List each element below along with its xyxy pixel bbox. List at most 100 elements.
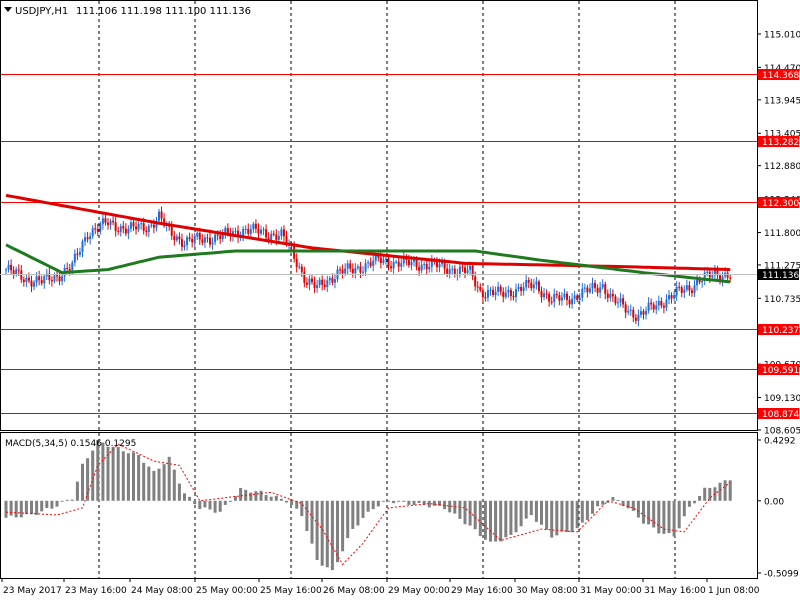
- macd-label: MACD(5,34,5) 0.1546 0.1295: [5, 439, 136, 449]
- macd-bar: [545, 500, 549, 530]
- candle-body: [280, 229, 283, 237]
- candle-body: [244, 228, 247, 230]
- candle-body: [372, 260, 375, 266]
- candle-body: [58, 276, 61, 282]
- macd-bar: [157, 468, 161, 501]
- candle-body: [604, 284, 607, 294]
- macd-bar: [121, 451, 125, 501]
- candle-body: [634, 317, 637, 321]
- candle-body: [685, 285, 688, 290]
- macd-bar: [642, 500, 645, 524]
- macd-bar: [606, 500, 610, 503]
- candle-body: [474, 276, 477, 287]
- candle-body: [94, 228, 97, 230]
- macd-bar: [285, 500, 288, 503]
- candle-body: [35, 276, 38, 283]
- macd-bar: [677, 500, 681, 529]
- level-badge: [758, 136, 799, 147]
- macd-tick-label: -0.5099: [764, 570, 799, 580]
- macd-bar: [259, 490, 263, 501]
- candle-body: [515, 289, 517, 298]
- candle-body: [716, 270, 719, 276]
- level-badges: 114.368 113.282 112.300 110.237 109.591 108.8…: [758, 69, 799, 420]
- macd-panel-frame: [0, 432, 758, 579]
- candle-body: [308, 278, 311, 285]
- level-badge-label: 110.237: [762, 326, 799, 336]
- candle-body: [328, 278, 331, 281]
- macd-bar: [320, 500, 324, 566]
- ma-fast-line: [5, 193, 731, 272]
- candle-body: [86, 237, 89, 240]
- candle-body: [122, 226, 125, 229]
- candle-body: [573, 295, 576, 299]
- candle-body: [341, 269, 344, 274]
- candle-body: [713, 270, 716, 276]
- candle-body: [522, 287, 525, 291]
- price-tick-label: 115.010: [764, 31, 800, 41]
- macd-bar: [514, 500, 518, 533]
- candle-body: [683, 289, 686, 293]
- macd-bar: [499, 500, 503, 542]
- candle-body: [537, 281, 540, 292]
- candle-body: [27, 277, 30, 281]
- time-label: 31 May 00:00: [580, 586, 642, 596]
- candle-body: [430, 259, 433, 267]
- candle-body: [351, 268, 354, 274]
- candle-body: [249, 229, 252, 234]
- candle-body: [563, 293, 566, 298]
- level-badge-label: 112.300: [762, 199, 799, 209]
- candle-body: [247, 228, 250, 234]
- candle-body: [76, 253, 79, 255]
- candle-body: [451, 268, 454, 270]
- macd-bar: [239, 487, 243, 501]
- candle-body: [520, 286, 523, 291]
- macd-bar: [580, 500, 584, 523]
- candle-body: [413, 259, 415, 262]
- candle-body: [216, 234, 219, 236]
- candle-body: [316, 284, 319, 288]
- candle-body: [673, 295, 676, 299]
- macd-bar: [269, 496, 273, 501]
- dropdown-triangle-icon[interactable]: [4, 7, 12, 12]
- macd-bar: [295, 500, 299, 509]
- macd-bar: [667, 500, 671, 534]
- macd-bar: [463, 500, 467, 525]
- candle-body: [12, 270, 15, 274]
- candle-body: [73, 253, 76, 263]
- candle-body: [193, 236, 196, 243]
- candle-body: [448, 269, 451, 274]
- candle-body: [89, 236, 92, 240]
- macd-bar: [366, 500, 370, 512]
- price-tick-label: 114.470: [764, 64, 800, 74]
- candle-body: [379, 257, 382, 264]
- candle-body: [277, 236, 280, 240]
- macd-bar: [45, 500, 49, 508]
- macd-bar: [305, 500, 309, 532]
- macd-bar: [458, 500, 462, 519]
- candle-body: [553, 293, 556, 303]
- candle-body: [489, 289, 492, 291]
- candle-body: [196, 232, 199, 237]
- macd-bar: [290, 500, 294, 506]
- price-panel-frame: [0, 0, 758, 431]
- candle-body: [619, 298, 622, 303]
- candle-body: [132, 222, 135, 227]
- candle-body: [614, 296, 617, 304]
- candle-body: [206, 237, 209, 239]
- candle-body: [15, 269, 18, 274]
- macd-bar: [728, 480, 732, 501]
- candle-body: [637, 314, 640, 321]
- price-tick-label: 109.130: [764, 394, 800, 404]
- candle-body: [140, 223, 143, 225]
- macd-bar: [524, 500, 528, 519]
- candle-body: [198, 232, 201, 240]
- macd-tick-label: 0.4292: [764, 437, 796, 447]
- macd-bar: [387, 500, 390, 502]
- candle-body: [543, 293, 546, 298]
- candle-body: [349, 263, 352, 269]
- macd-bar: [489, 500, 492, 542]
- candle-body: [527, 280, 530, 283]
- candle-body: [186, 237, 189, 246]
- candle-body: [30, 280, 33, 287]
